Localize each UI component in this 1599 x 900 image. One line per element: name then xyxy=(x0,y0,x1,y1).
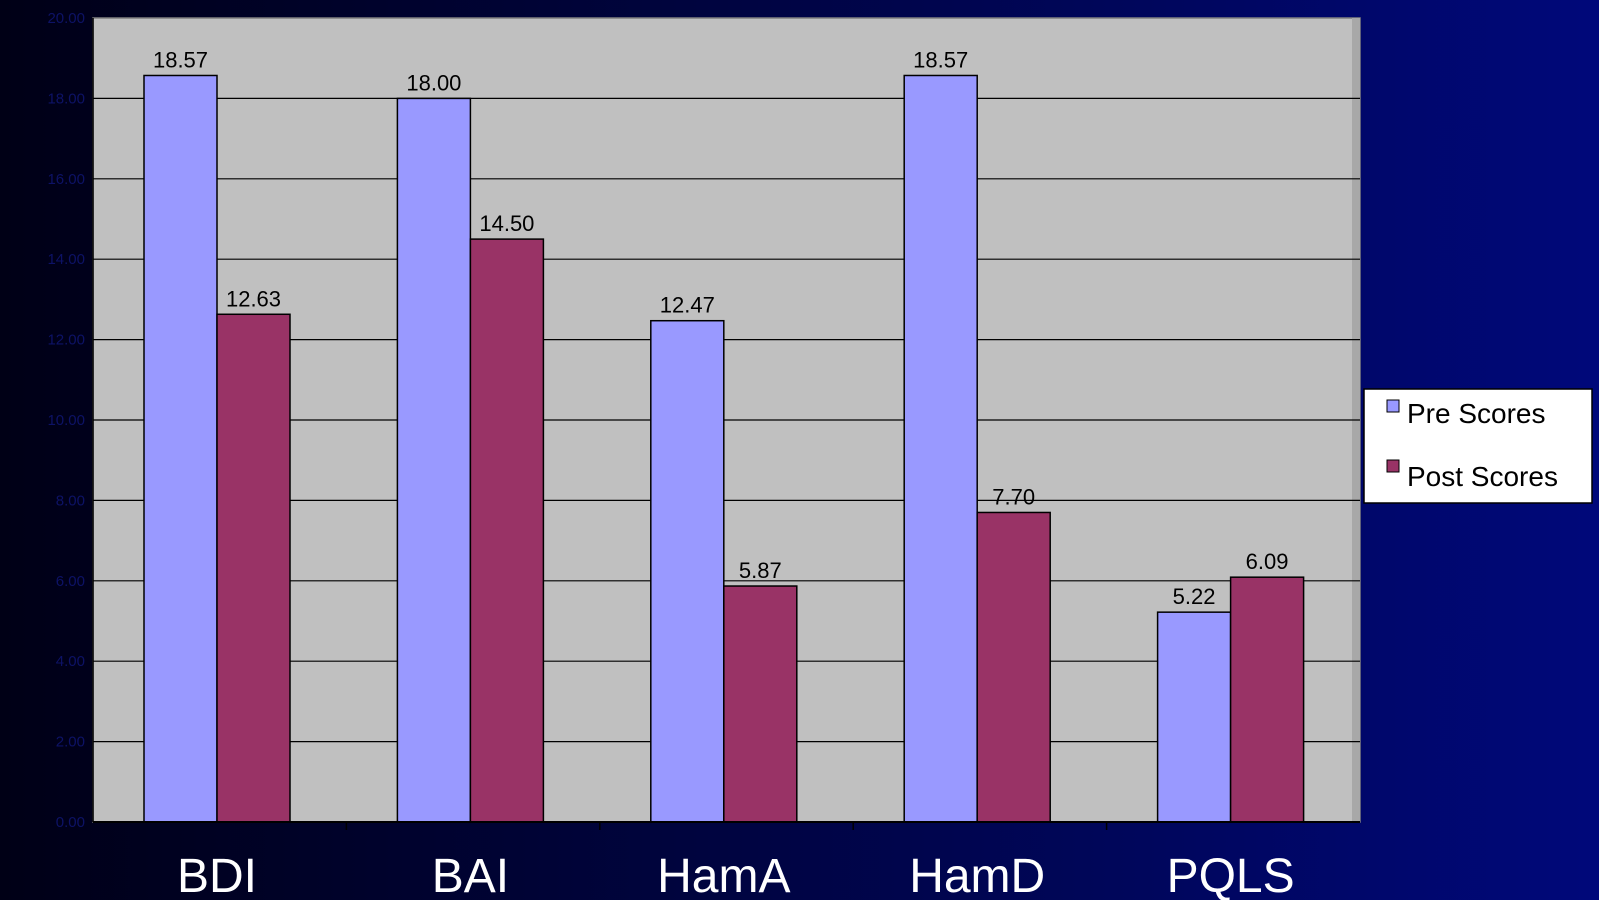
data-label: 18.57 xyxy=(913,47,968,72)
data-label: 12.63 xyxy=(226,286,281,311)
y-tick-label: 10.00 xyxy=(47,412,85,429)
y-tick-label: 4.00 xyxy=(56,653,85,670)
bar-pre xyxy=(1156,611,1232,823)
data-label: 12.47 xyxy=(660,293,715,318)
legend-swatch-post xyxy=(1386,459,1400,473)
data-label: 5.22 xyxy=(1173,584,1216,609)
bar-pre xyxy=(903,74,978,823)
legend: Pre Scores Post Scores xyxy=(1363,388,1593,504)
legend-label-pre: Pre Scores xyxy=(1407,398,1546,429)
bar-post xyxy=(723,585,798,823)
bars: 18.57 12.63 18.00 14.50 12.47 5.87 18.57 7.70 5.… xyxy=(143,47,1305,823)
bar-pre xyxy=(650,319,725,823)
y-tick-label: 18.00 xyxy=(47,90,85,107)
data-label: 7.70 xyxy=(992,484,1035,509)
legend-label-post: Post Scores xyxy=(1407,461,1558,492)
y-tick-label: 12.00 xyxy=(47,332,85,349)
legend-swatch-pre xyxy=(1386,399,1400,413)
y-tick-label: 2.00 xyxy=(56,734,85,751)
data-label: 14.50 xyxy=(479,211,534,236)
data-label: 6.09 xyxy=(1246,549,1289,574)
y-tick-label: 8.00 xyxy=(56,492,85,509)
bar-post xyxy=(216,313,291,823)
x-tick-label: BAI xyxy=(432,850,509,900)
legend-box xyxy=(1363,388,1593,504)
bar-pre xyxy=(396,97,472,823)
data-label: 18.00 xyxy=(406,70,461,95)
data-label: 18.57 xyxy=(153,47,208,72)
y-tick-label: 6.00 xyxy=(56,573,85,590)
bar-post xyxy=(976,511,1051,823)
y-tick-label: 0.00 xyxy=(56,814,85,831)
bar-pre xyxy=(143,74,218,823)
x-axis: BDI BAI HamA HamD PQLS xyxy=(93,821,1360,900)
y-axis: 0.00 2.00 4.00 6.00 8.00 10.00 12.00 14.00 16.00… xyxy=(47,10,94,831)
bar-post xyxy=(1229,576,1305,823)
x-tick-label: HamA xyxy=(657,850,790,900)
y-tick-label: 14.00 xyxy=(47,251,85,268)
x-tick-label: HamD xyxy=(909,850,1045,900)
y-tick-label: 20.00 xyxy=(47,10,85,27)
bar-post xyxy=(469,238,545,823)
x-tick-label: PQLS xyxy=(1167,850,1295,900)
data-label: 5.87 xyxy=(739,558,782,583)
y-tick-label: 16.00 xyxy=(47,171,85,188)
x-tick-label: BDI xyxy=(177,850,257,900)
